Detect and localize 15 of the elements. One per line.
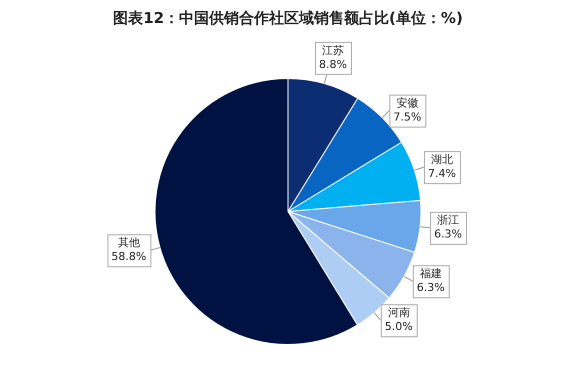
slice-label: 江苏 (322, 44, 344, 57)
data-label: 8.8% (319, 58, 347, 71)
data-label: 7.5% (393, 110, 422, 124)
data-label: 5.0% (384, 320, 413, 334)
slice-label: 其他 (118, 236, 140, 250)
slice-label: 福建 (420, 267, 442, 280)
data-label: 6.3% (434, 228, 462, 241)
data-label: 7.4% (428, 167, 456, 180)
data-label: 58.8% (111, 250, 146, 264)
slice-label: 湖北 (430, 153, 453, 166)
data-label: 6.3% (416, 281, 445, 294)
chart-title: 图表12：中国供销合作社区域销售额占比(单位：%) (113, 8, 463, 27)
slice-label: 浙江 (437, 214, 460, 227)
slice-label: 河南 (388, 306, 410, 320)
slice-label: 安徽 (396, 96, 418, 110)
